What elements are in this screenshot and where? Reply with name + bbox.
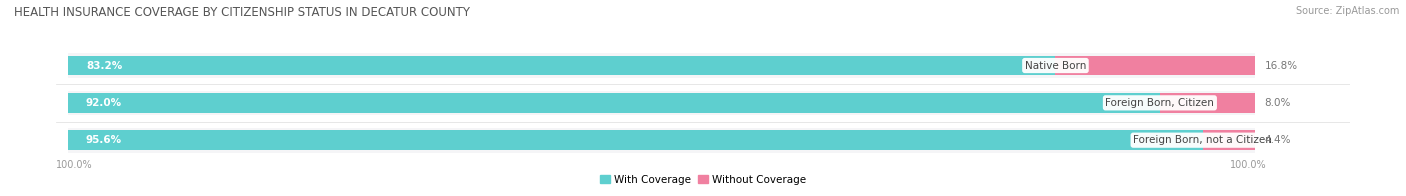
Bar — [67, 131, 1254, 150]
Bar — [1160, 93, 1254, 113]
Text: HEALTH INSURANCE COVERAGE BY CITIZENSHIP STATUS IN DECATUR COUNTY: HEALTH INSURANCE COVERAGE BY CITIZENSHIP… — [14, 6, 470, 19]
Text: 100.0%: 100.0% — [56, 160, 93, 170]
Legend: With Coverage, Without Coverage: With Coverage, Without Coverage — [596, 171, 810, 189]
Text: 100.0%: 100.0% — [1230, 160, 1267, 170]
Text: Foreign Born, not a Citizen: Foreign Born, not a Citizen — [1133, 135, 1272, 145]
Bar — [67, 56, 1254, 75]
Text: 95.6%: 95.6% — [86, 135, 122, 145]
Text: 4.4%: 4.4% — [1264, 135, 1291, 145]
Bar — [67, 93, 1254, 113]
Bar — [67, 128, 1254, 152]
Text: 92.0%: 92.0% — [86, 98, 122, 108]
Text: 83.2%: 83.2% — [86, 61, 122, 71]
Text: Native Born: Native Born — [1025, 61, 1087, 71]
Text: Source: ZipAtlas.com: Source: ZipAtlas.com — [1295, 6, 1399, 16]
Bar — [67, 131, 1202, 150]
Bar — [67, 91, 1254, 115]
Bar — [67, 93, 1160, 113]
Text: 8.0%: 8.0% — [1264, 98, 1291, 108]
Bar — [67, 56, 1056, 75]
Bar — [1202, 131, 1254, 150]
Bar — [67, 53, 1254, 78]
Text: Foreign Born, Citizen: Foreign Born, Citizen — [1105, 98, 1215, 108]
Bar — [1056, 56, 1254, 75]
Text: 16.8%: 16.8% — [1264, 61, 1298, 71]
